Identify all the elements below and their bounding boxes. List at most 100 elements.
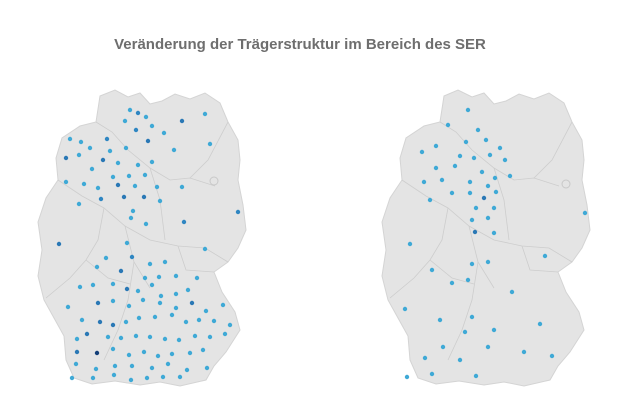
- right-map-points: [402, 107, 588, 380]
- map-point: [485, 183, 491, 189]
- map-point: [135, 288, 141, 294]
- map-point: [181, 219, 187, 225]
- map-point: [467, 190, 473, 196]
- map-point: [162, 336, 168, 342]
- map-point: [169, 312, 175, 318]
- map-point: [179, 118, 185, 124]
- map-point: [485, 259, 491, 265]
- map-point: [445, 122, 451, 128]
- map-point: [142, 275, 148, 281]
- map-point: [74, 349, 80, 355]
- left-map-land: [37, 89, 247, 387]
- map-point: [78, 139, 84, 145]
- map-point: [128, 377, 134, 383]
- map-point: [192, 333, 198, 339]
- map-point: [179, 184, 185, 190]
- map-point: [473, 205, 479, 211]
- map-point: [227, 322, 233, 328]
- map-point: [77, 284, 83, 290]
- map-point: [115, 160, 121, 166]
- map-point: [145, 138, 151, 144]
- map-point: [67, 136, 73, 142]
- map-point: [118, 268, 124, 274]
- map-point: [200, 347, 206, 353]
- map-point: [222, 331, 228, 337]
- map-point: [136, 315, 142, 321]
- map-point: [185, 287, 191, 293]
- map-point: [429, 267, 435, 273]
- map-point: [404, 374, 410, 380]
- map-point: [63, 155, 69, 161]
- map-point: [158, 293, 164, 299]
- map-point: [202, 111, 208, 117]
- map-point: [147, 334, 153, 340]
- map-point: [149, 123, 155, 129]
- map-point: [189, 300, 195, 306]
- map-point: [184, 367, 190, 373]
- map-point: [149, 282, 155, 288]
- map-point: [202, 246, 208, 252]
- map-point: [473, 373, 479, 379]
- map-point: [419, 149, 425, 155]
- map-point: [449, 190, 455, 196]
- map-point: [491, 327, 497, 333]
- map-point: [115, 182, 121, 188]
- map-point: [112, 363, 118, 369]
- map-point: [465, 277, 471, 283]
- map-point: [173, 273, 179, 279]
- map-point: [485, 344, 491, 350]
- map-point: [402, 306, 408, 312]
- map-point: [123, 319, 129, 325]
- map-point: [121, 194, 127, 200]
- map-point: [492, 175, 498, 181]
- map-point: [100, 157, 106, 163]
- map-point: [463, 139, 469, 145]
- map-point: [152, 314, 158, 320]
- map-point: [491, 230, 497, 236]
- map-point: [105, 334, 111, 340]
- map-point: [76, 152, 82, 158]
- chart-title: Veränderung der Trägerstruktur im Bereic…: [114, 36, 486, 53]
- map-point: [140, 297, 146, 303]
- map-point: [433, 165, 439, 171]
- map-point: [194, 275, 200, 281]
- map-point: [126, 352, 132, 358]
- map-point: [104, 136, 110, 142]
- map-point: [156, 274, 162, 280]
- map-point: [169, 351, 175, 357]
- map-point: [126, 303, 132, 309]
- map-point: [144, 375, 150, 381]
- map-point: [124, 286, 130, 292]
- map-point: [110, 281, 116, 287]
- map-point: [129, 254, 135, 260]
- map-point: [65, 304, 71, 310]
- map-point: [475, 127, 481, 133]
- map-point: [157, 300, 163, 306]
- map-point: [133, 333, 139, 339]
- map-point: [462, 329, 468, 335]
- map-point: [126, 173, 132, 179]
- map-point: [135, 162, 141, 168]
- map-point: [176, 337, 182, 343]
- map-point: [97, 319, 103, 325]
- map-point: [502, 157, 508, 163]
- map-point: [129, 363, 135, 369]
- map-point: [469, 261, 475, 267]
- map-point: [143, 114, 149, 120]
- map-point: [203, 308, 209, 314]
- right-map-land: [381, 89, 591, 387]
- map-point: [141, 349, 147, 355]
- map-point: [162, 259, 168, 265]
- map-point: [122, 118, 128, 124]
- map-point: [103, 255, 109, 261]
- map-point: [118, 335, 124, 341]
- map-point: [173, 291, 179, 297]
- map-point: [507, 173, 513, 179]
- map-point: [457, 357, 463, 363]
- map-point: [149, 159, 155, 165]
- map-point: [123, 145, 129, 151]
- map-point: [207, 334, 213, 340]
- map-point: [187, 350, 193, 356]
